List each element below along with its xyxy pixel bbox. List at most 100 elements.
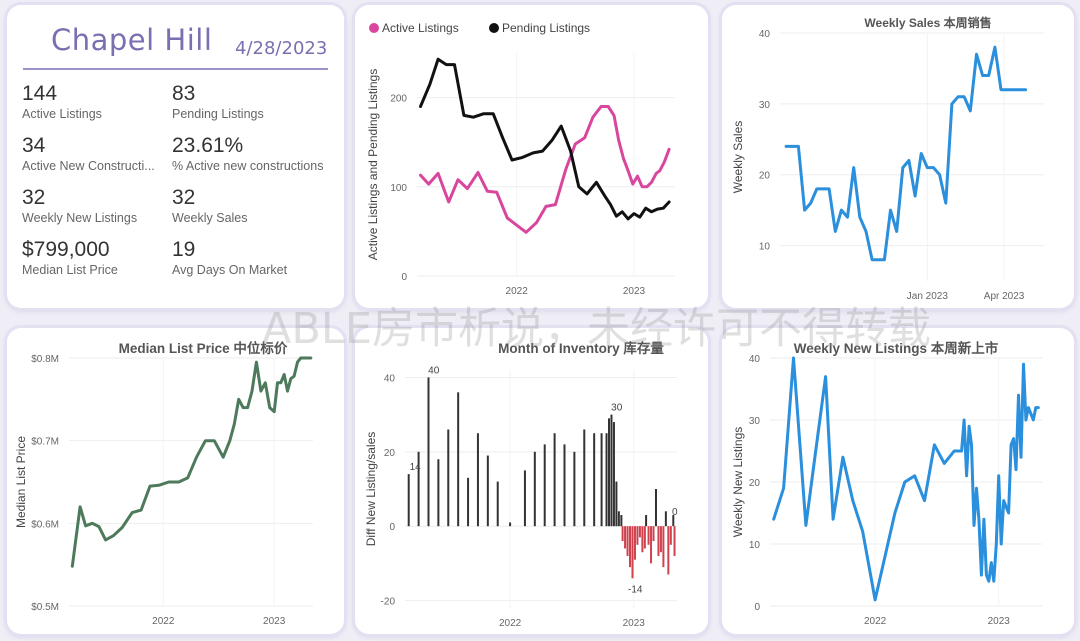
bar <box>615 481 618 527</box>
bar <box>600 433 603 527</box>
bar <box>553 433 556 527</box>
kpi-pending-listings: 83 Pending Listings <box>172 82 308 121</box>
bar <box>667 526 670 575</box>
kpi-weekly-new-listings: 32 Weekly New Listings <box>22 186 158 225</box>
data-label: -14 <box>628 584 643 595</box>
y-tick-label: 10 <box>759 242 771 253</box>
bar <box>641 526 644 553</box>
bar <box>652 526 655 542</box>
y-tick-label: 30 <box>759 100 771 111</box>
legend-marker <box>489 23 499 33</box>
bar <box>659 526 662 553</box>
series-line <box>784 45 1028 262</box>
y-axis-label: Weekly New Listings <box>731 427 745 537</box>
bar <box>496 481 499 527</box>
bar <box>563 444 566 527</box>
kpi-avg-days-on-market: 19 Avg Days On Market <box>172 238 308 277</box>
bar <box>612 422 615 527</box>
y-tick-label: 10 <box>749 540 761 551</box>
kpi-median-list-price: $799,000 Median List Price <box>22 238 158 277</box>
city-title: Chapel Hill <box>51 23 213 57</box>
y-tick-label: 40 <box>749 354 761 365</box>
kpi-label: Weekly New Listings <box>22 211 138 225</box>
bar <box>608 418 610 527</box>
y-tick-label: $0.6M <box>31 519 59 530</box>
kpi-label: Weekly Sales <box>172 211 248 225</box>
y-tick-label: 0 <box>389 522 395 533</box>
y-tick-label: 200 <box>390 94 407 105</box>
data-label: 40 <box>428 365 440 376</box>
kpi-pct-new-construction: 23.61% % Active new constructions <box>172 134 342 173</box>
x-tick-label: 2023 <box>623 286 646 297</box>
bar <box>650 526 653 564</box>
bar <box>624 526 627 549</box>
legend-label: Pending Listings <box>502 21 590 35</box>
y-tick-label: $0.7M <box>31 437 59 448</box>
kpi-value: 32 <box>172 186 196 209</box>
bar <box>573 451 576 527</box>
kpi-label: Median List Price <box>22 263 118 277</box>
bar <box>662 526 665 568</box>
bar <box>621 526 624 542</box>
x-tick-label: Jan 2023 <box>907 291 949 302</box>
bar <box>467 477 470 527</box>
x-tick-label: 2022 <box>499 618 522 629</box>
y-tick-label: 100 <box>390 183 407 194</box>
new-listings-chart-card: 0 10 20 30 40 2022 2023 Weekly New Listings 本周新… <box>722 328 1074 634</box>
listings-chart-card: 0 100 200 2022 2023 Active Listings and Pendi… <box>355 5 708 308</box>
title-divider <box>23 68 328 70</box>
y-axis-label: Median List Price <box>14 436 28 528</box>
chart-title: Weekly Sales 本周销售 <box>864 15 991 30</box>
legend-label: Active Listings <box>382 21 459 35</box>
bar <box>633 526 636 560</box>
series-line <box>419 57 671 221</box>
bar <box>673 526 676 556</box>
bar <box>457 392 460 527</box>
x-tick-label: 2022 <box>864 616 887 627</box>
bar <box>638 526 641 538</box>
bar <box>657 526 660 556</box>
kpi-label: Active Listings <box>22 107 102 121</box>
y-tick-label: -20 <box>381 597 396 608</box>
kpi-value: 23.61% <box>172 134 244 157</box>
kpi-label: Avg Days On Market <box>172 263 288 277</box>
kpi-value: 144 <box>22 82 58 105</box>
weekly-sales-chart-card: 10 20 30 40 Jan 2023 Apr 2023 Weekly Sales 本周销… <box>722 5 1074 308</box>
kpi-value: $799,000 <box>22 238 110 261</box>
y-tick-label: $0.8M <box>31 354 59 365</box>
kpi-value: 32 <box>22 186 46 209</box>
bar <box>629 526 632 568</box>
y-tick-label: 40 <box>759 29 771 40</box>
x-tick-label: 2023 <box>623 618 646 629</box>
y-tick-label: 20 <box>384 448 396 459</box>
series-line <box>70 356 313 568</box>
x-tick-label: 2023 <box>988 616 1011 627</box>
inventory-chart: -20 0 20 40 2022 2023 Month of Inventory 库存量 Di… <box>364 340 678 629</box>
y-tick-label: $0.5M <box>31 602 59 613</box>
y-tick-label: 30 <box>749 416 761 427</box>
bar <box>509 522 512 527</box>
x-tick-label: Apr 2023 <box>984 291 1025 302</box>
bar <box>610 414 613 527</box>
inventory-chart-card: -20 0 20 40 2022 2023 Month of Inventory 库存量 Di… <box>355 328 708 634</box>
chart-title: Weekly New Listings 本周新上市 <box>794 340 999 356</box>
bar <box>447 429 450 527</box>
bar <box>543 444 546 527</box>
bar <box>427 377 430 527</box>
bar <box>643 526 646 549</box>
kpi-value: 83 <box>172 82 196 105</box>
legend-marker <box>369 23 379 33</box>
series-line <box>419 105 671 234</box>
bar <box>620 515 623 527</box>
bar <box>617 511 620 527</box>
bar <box>647 526 650 545</box>
bar <box>605 433 608 527</box>
weekly-sales-chart: 10 20 30 40 Jan 2023 Apr 2023 Weekly Sales 本周销… <box>731 15 1044 302</box>
bar <box>486 455 489 527</box>
data-label: 30 <box>611 403 623 414</box>
bar <box>626 526 629 556</box>
y-axis-label: Weekly Sales <box>731 121 745 193</box>
bar <box>583 429 586 527</box>
bar <box>654 489 657 527</box>
kpi-label: % Active new constructions <box>172 159 324 173</box>
